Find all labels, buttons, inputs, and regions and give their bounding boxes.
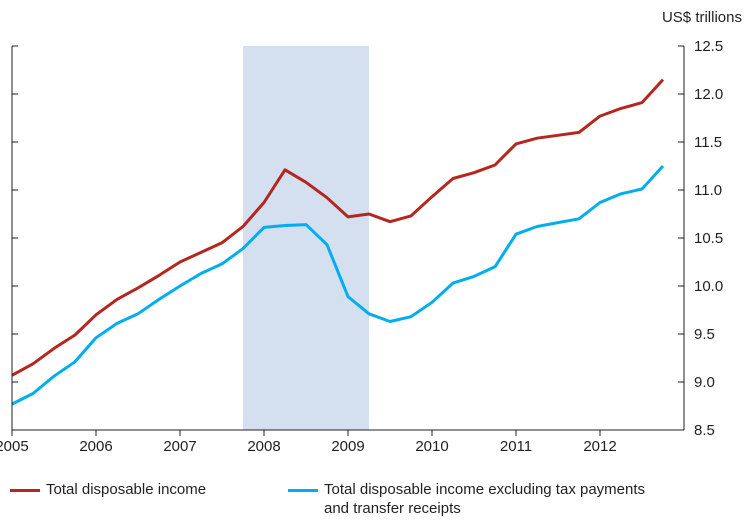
y-axis-unit-label: US$ trillions: [662, 9, 742, 26]
legend-label: Total disposable income: [46, 481, 207, 498]
y-tick-label: 12.5: [694, 38, 723, 55]
series-line-income-excluding-tax: [11, 164, 665, 406]
y-tick-label: 11.5: [694, 134, 722, 151]
recession-shading: [243, 46, 369, 430]
x-tick-label: 2009: [331, 438, 364, 455]
x-tick-label: 2011: [500, 438, 532, 455]
x-tick-label: 2007: [163, 438, 196, 455]
legend-item-total-income: Total disposable income: [10, 480, 206, 499]
legend-swatch-blue: [288, 489, 318, 492]
y-tick-label: 11.0: [694, 182, 722, 199]
legend-item-income-excluding-tax: Total disposable income excluding tax pa…: [288, 480, 645, 518]
x-tick-label: 2010: [415, 438, 448, 455]
ticks-layer: 8.5 9.0 9.5 10.0 10.5 11.0 11.5 12.0 12.5 2005 200…: [0, 38, 723, 455]
legend-label: Total disposable income excluding tax pa…: [324, 481, 646, 517]
y-tick-label: 9.5: [694, 326, 715, 343]
x-tick-label: 2005: [0, 438, 29, 455]
y-tick-label: 10.5: [694, 230, 723, 247]
series-layer: [11, 78, 665, 406]
y-tick-label: 12.0: [694, 86, 723, 103]
series-line-total-income: [11, 78, 665, 377]
legend: Total disposable income Total disposable…: [10, 480, 740, 527]
y-tick-label: 10.0: [694, 278, 723, 295]
legend-swatch-red: [10, 489, 40, 492]
x-tick-label: 2012: [583, 438, 616, 455]
y-tick-label: 8.5: [694, 422, 715, 439]
line-chart: 8.5 9.0 9.5 10.0 10.5 11.0 11.5 12.0 12.5 2005 200…: [0, 9, 742, 455]
x-tick-label: 2006: [79, 438, 112, 455]
y-tick-label: 9.0: [694, 374, 715, 391]
x-tick-label: 2008: [247, 438, 280, 455]
